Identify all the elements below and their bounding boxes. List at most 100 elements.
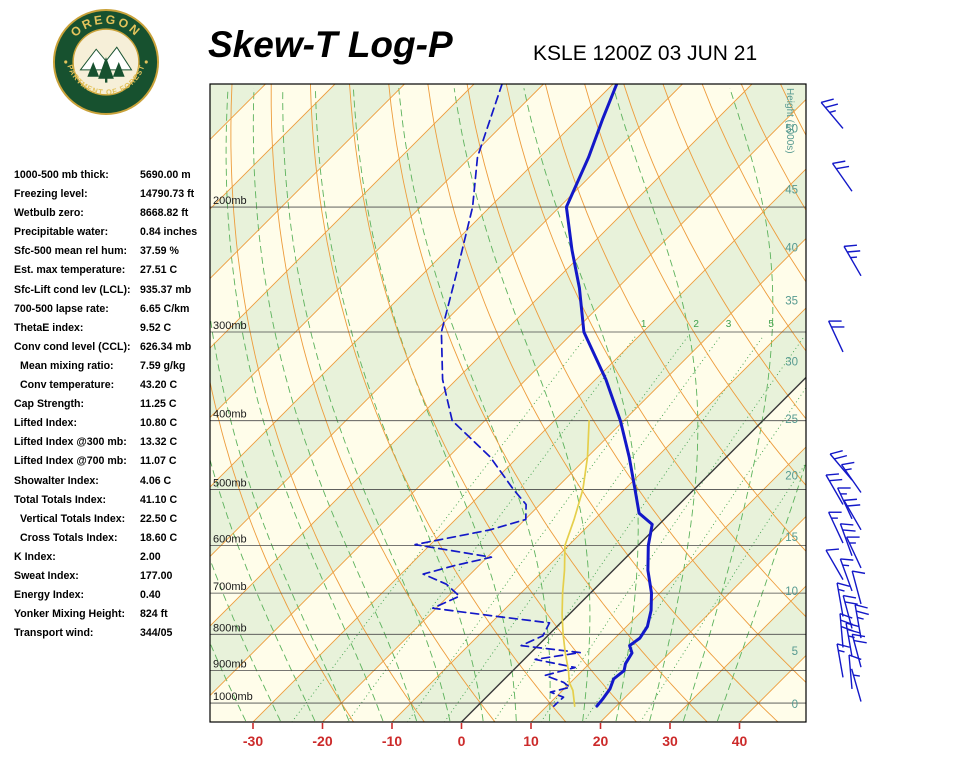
stat-label: Showalter Index: [14,474,99,487]
stat-value: 5690.00 m [140,169,191,181]
stat-label: Cross Totals Index: [20,531,118,544]
stat-value: 0.84 inches [140,226,198,239]
stat-label: ThetaE index: [14,321,84,334]
svg-text:15: 15 [785,532,798,544]
stat-row: Mean mixing ratio: 7.59 g/kg [14,357,212,376]
svg-text:20: 20 [593,733,609,749]
stat-value: 9.52 C [140,321,172,334]
stat-value: 6.65 C/km [140,302,190,315]
stat-label: Vertical Totals Index: [20,512,126,525]
stat-row: Total Totals Index: 41.10 C [14,491,212,510]
profile-traces [414,84,654,708]
stat-value: 4.06 C [140,474,172,487]
stat-row: Conv temperature: 43.20 C [14,376,212,395]
logo-trees-icon [87,57,125,83]
svg-text:400mb: 400mb [213,409,247,421]
stat-label: Wetbulb zero: [14,207,84,220]
stat-row: Wetbulb zero: 8668.82 ft [14,204,212,223]
mixing-ratio-lines [291,335,806,722]
stat-label: Precipitable water: [14,226,109,239]
stat-value: 18.60 C [140,531,178,544]
stat-value: 0.40 [140,589,161,602]
wind-barbs [820,98,869,702]
svg-text:3: 3 [726,319,732,330]
stat-label: Freezing level: [14,188,88,201]
chart-border [209,83,807,723]
stat-label: Energy Index: [14,589,85,602]
svg-text:-10: -10 [382,733,402,749]
mixing-ratio-labels: 1 2 3 5 [641,319,774,330]
stat-label: Lifted Index @300 mb: [14,436,127,449]
stat-row: Freezing level: 14790.73 ft [14,185,212,204]
stat-value: 13.32 C [140,436,178,449]
svg-text:-30: -30 [243,733,263,749]
stat-value: 11.25 C [140,398,177,411]
stat-row: Lifted Index: 10.80 C [14,414,212,433]
stat-label: Conv temperature: [20,379,115,392]
svg-text:30: 30 [785,356,798,368]
svg-text:700mb: 700mb [213,581,247,593]
stat-value: 344/05 [140,627,173,640]
temp-axis: -30 -20 -10 0 10 20 30 40 [243,723,748,749]
svg-text:30: 30 [662,733,678,749]
stat-label: Sweat Index: [14,569,79,582]
logo-star-right [144,60,148,64]
svg-text:200mb: 200mb [213,195,247,207]
stat-label: K Index: [14,550,56,563]
stat-label: 700-500 lapse rate: [14,302,109,315]
stat-row: Showalter Index: 4.06 C [14,472,212,491]
svg-text:5: 5 [792,646,798,658]
stat-label: Total Totals Index: [14,493,107,506]
stat-label: Transport wind: [14,627,94,640]
stat-row: 700-500 lapse rate: 6.65 C/km [14,300,212,319]
stat-row: Energy Index: 0.40 [14,586,212,605]
svg-text:40: 40 [732,733,748,749]
stat-value: 11.07 C [140,455,177,468]
temperature-trace [564,84,654,708]
stat-label: 1000-500 mb thick: [14,169,109,181]
svg-text:10: 10 [785,586,798,598]
svg-text:600mb: 600mb [213,534,247,546]
stat-row: Vertical Totals Index: 22.50 C [14,510,212,529]
svg-text:0: 0 [792,699,798,711]
stat-row: Lifted Index @300 mb: 13.32 C [14,433,212,452]
stat-value: 7.59 g/kg [140,359,186,372]
svg-text:2: 2 [693,319,699,330]
stat-row: Lifted Index @700 mb: 11.07 C [14,452,212,471]
stat-label: Mean mixing ratio: [20,359,114,372]
svg-text:5: 5 [768,319,774,330]
stat-value: 10.80 C [140,417,178,430]
stat-value: 22.50 C [140,512,178,525]
svg-text:10: 10 [523,733,539,749]
stat-row: Sfc-500 mean rel hum: 37.59 % [14,242,212,261]
stat-label: Sfc-500 mean rel hum: [14,245,128,258]
isobar-lines: 200mb 300mb 400mb 500mb 600mb 700mb 800mb 900mb… [210,195,806,704]
svg-text:900mb: 900mb [213,659,247,671]
stat-label: Cap Strength: [14,398,85,411]
stat-row: Cap Strength: 11.25 C [14,395,212,414]
svg-text:500mb: 500mb [213,477,247,489]
stat-value: 41.10 C [140,493,178,506]
stat-row: K Index: 2.00 [14,548,212,567]
stat-row: Conv cond level (CCL): 626.34 mb [14,338,212,357]
stat-label: Lifted Index: [14,417,77,430]
svg-text:45: 45 [785,185,798,197]
odf-logo: OREGON DEPARTMENT OF FORESTRY [52,8,160,116]
isotherms [210,84,806,722]
svg-text:1: 1 [641,319,647,330]
stat-value: 27.51 C [140,264,178,277]
stat-label: Est. max temperature: [14,264,126,277]
parcel-trace [561,419,590,707]
stat-value: 2.00 [140,550,161,563]
svg-text:25: 25 [785,414,798,426]
indices-panel: 1000-500 mb thick: 5690.00 m Freezing leve… [14,166,212,643]
stat-value: 43.20 C [140,379,178,392]
svg-text:1000mb: 1000mb [213,691,253,703]
svg-text:50: 50 [785,123,798,135]
svg-text:800mb: 800mb [213,622,247,634]
stat-row: Est. max temperature: 27.51 C [14,261,212,280]
stat-label: Sfc-Lift cond lev (LCL): [14,283,131,296]
stat-value: 935.37 mb [140,283,192,296]
stat-value: 626.34 mb [140,340,192,353]
